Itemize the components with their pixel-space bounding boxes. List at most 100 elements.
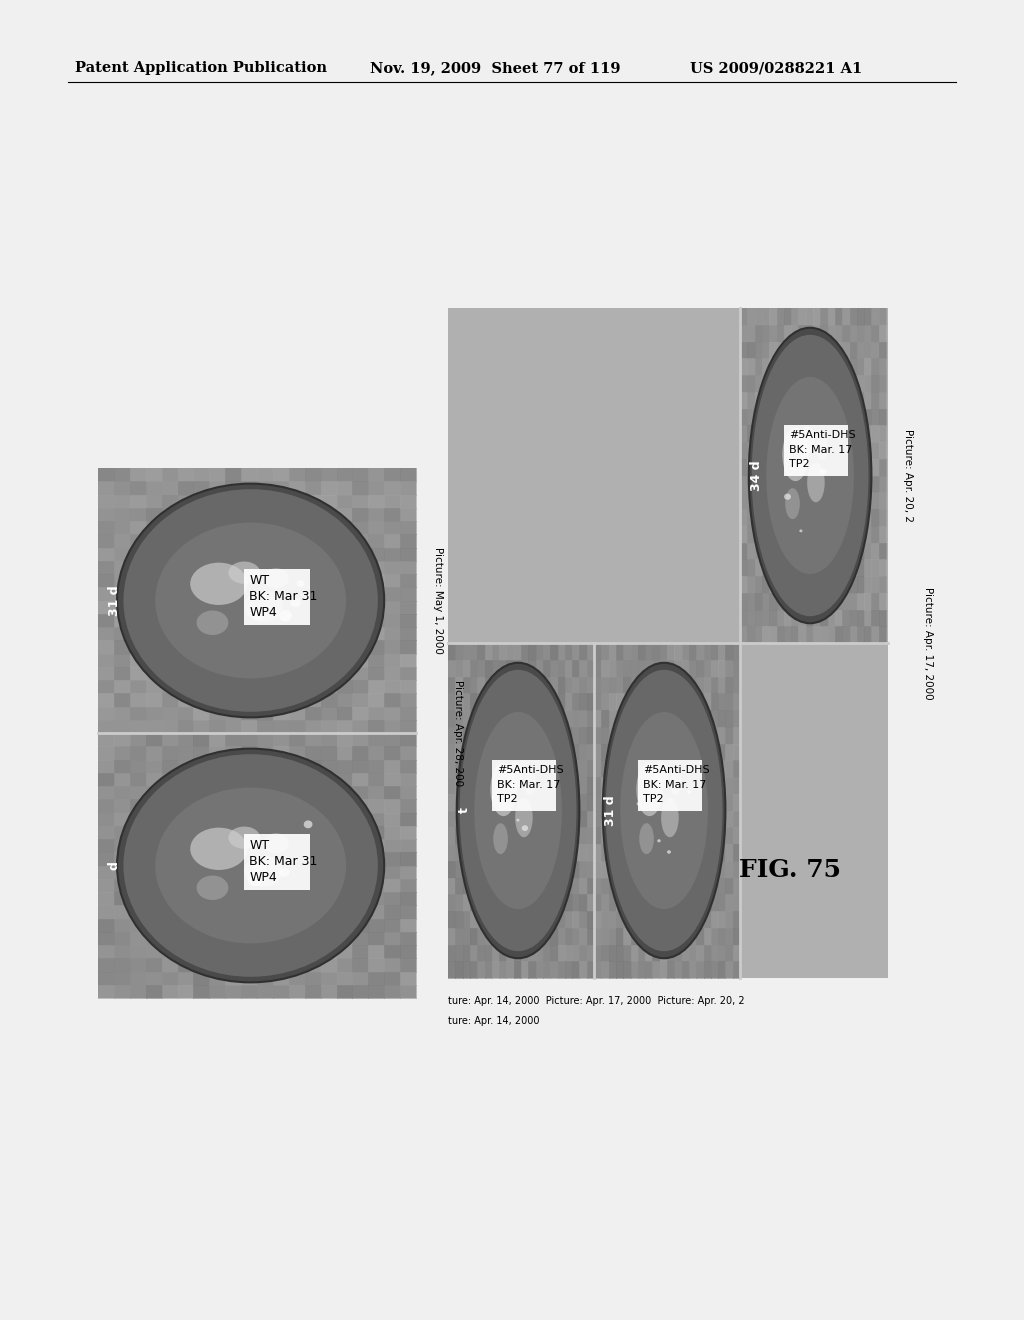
Bar xyxy=(543,911,551,929)
Bar xyxy=(130,508,146,521)
Bar xyxy=(776,375,784,393)
Bar xyxy=(521,878,529,895)
Bar xyxy=(114,866,131,879)
Bar xyxy=(337,985,353,999)
Bar xyxy=(638,911,646,929)
Bar xyxy=(740,626,749,644)
Bar xyxy=(337,906,353,920)
Bar xyxy=(98,772,115,787)
Bar xyxy=(871,576,880,594)
Bar xyxy=(449,843,457,862)
Bar xyxy=(740,425,749,444)
Bar xyxy=(827,560,836,577)
Bar xyxy=(550,961,558,979)
Bar xyxy=(799,442,807,459)
Bar xyxy=(711,793,719,812)
Bar xyxy=(241,906,258,920)
Bar xyxy=(711,760,719,777)
Bar xyxy=(477,894,485,912)
Bar xyxy=(835,375,843,393)
Bar xyxy=(580,861,588,879)
Bar xyxy=(857,510,865,527)
Bar xyxy=(114,906,131,920)
Bar xyxy=(369,958,385,973)
Bar xyxy=(384,759,401,774)
Bar xyxy=(337,813,353,826)
Bar xyxy=(162,892,178,907)
Bar xyxy=(528,777,537,795)
Bar xyxy=(587,710,595,727)
Bar xyxy=(477,928,485,945)
Bar xyxy=(631,743,639,762)
Bar xyxy=(667,643,675,661)
Bar xyxy=(484,878,493,895)
Bar xyxy=(352,733,370,747)
Bar xyxy=(652,928,660,945)
Bar xyxy=(162,535,178,549)
Bar xyxy=(400,640,417,655)
Bar xyxy=(827,510,836,527)
Bar xyxy=(305,469,322,482)
Bar xyxy=(98,826,115,840)
Bar xyxy=(499,928,508,945)
Bar xyxy=(477,693,485,711)
Bar xyxy=(762,425,770,444)
Bar xyxy=(703,828,712,845)
Bar xyxy=(507,660,515,677)
Text: Nov. 19, 2009  Sheet 77 of 119: Nov. 19, 2009 Sheet 77 of 119 xyxy=(370,61,621,75)
Bar xyxy=(601,676,609,694)
Bar xyxy=(162,772,178,787)
Bar xyxy=(273,945,290,960)
Bar xyxy=(696,828,705,845)
Text: TP2: TP2 xyxy=(788,459,809,469)
Bar xyxy=(321,892,338,907)
Bar xyxy=(806,375,814,393)
Bar xyxy=(827,593,836,610)
Bar xyxy=(667,911,675,929)
Bar xyxy=(631,760,639,777)
Bar xyxy=(682,945,690,962)
Bar xyxy=(289,667,306,681)
Bar xyxy=(337,958,353,973)
Bar xyxy=(273,653,290,668)
Bar xyxy=(521,911,529,929)
Bar xyxy=(638,894,646,912)
Bar xyxy=(400,680,417,694)
Bar xyxy=(225,587,242,602)
Bar xyxy=(499,660,508,677)
Bar xyxy=(871,610,880,627)
Bar xyxy=(813,576,821,594)
Bar xyxy=(177,799,195,813)
Bar xyxy=(638,727,646,744)
Bar xyxy=(98,614,115,628)
Bar xyxy=(624,911,632,929)
Bar xyxy=(145,958,163,973)
Bar xyxy=(769,560,777,577)
Bar xyxy=(273,548,290,562)
Bar xyxy=(384,932,401,946)
Bar xyxy=(601,643,609,661)
Bar xyxy=(631,945,639,962)
Bar xyxy=(463,843,471,862)
Bar xyxy=(580,793,588,812)
Bar xyxy=(273,985,290,999)
Bar xyxy=(813,392,821,409)
Bar xyxy=(477,710,485,727)
Bar xyxy=(755,560,763,577)
Bar xyxy=(177,561,195,576)
Bar xyxy=(543,828,551,845)
Bar xyxy=(820,543,828,560)
Bar xyxy=(608,660,616,677)
Ellipse shape xyxy=(190,562,248,605)
Bar xyxy=(321,653,338,668)
Bar xyxy=(689,793,697,812)
Bar xyxy=(470,676,478,694)
Bar xyxy=(769,358,777,376)
Bar xyxy=(225,733,242,747)
Bar xyxy=(557,660,566,677)
Bar xyxy=(725,660,734,677)
Bar xyxy=(550,945,558,962)
Bar xyxy=(667,843,675,862)
Bar xyxy=(463,710,471,727)
Bar xyxy=(667,928,675,945)
